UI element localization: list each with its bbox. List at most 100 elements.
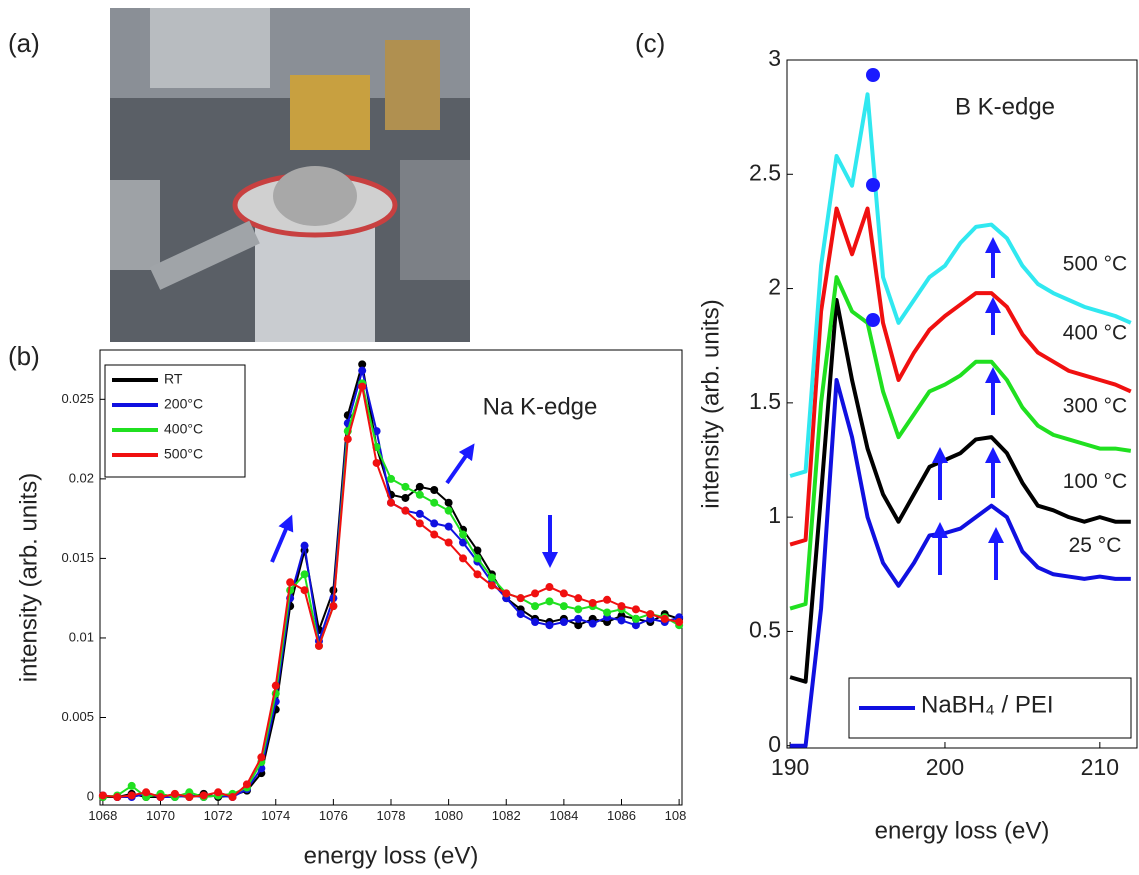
x-tick-label: 1078 bbox=[377, 808, 406, 823]
y-tick-label: 0.01 bbox=[69, 629, 94, 644]
data-point bbox=[401, 506, 410, 515]
data-point bbox=[170, 789, 179, 798]
peak-dots bbox=[866, 68, 880, 327]
plot-frame bbox=[786, 59, 1138, 749]
x-tick-label: 210 bbox=[1081, 754, 1119, 780]
data-point bbox=[631, 605, 640, 614]
data-point bbox=[444, 522, 453, 531]
data-point bbox=[574, 605, 583, 614]
data-point bbox=[300, 570, 309, 579]
data-point bbox=[487, 581, 496, 590]
y-tick-label: 1.5 bbox=[749, 388, 781, 414]
y-tick-label: 2 bbox=[768, 274, 781, 300]
photo bbox=[110, 8, 470, 342]
x-tick-label: 200 bbox=[926, 754, 964, 780]
arrows-b bbox=[270, 443, 558, 568]
data-point bbox=[415, 482, 424, 491]
data-point bbox=[98, 791, 107, 800]
data-point bbox=[329, 602, 338, 611]
y-tick-label: 1 bbox=[768, 502, 781, 528]
legend-label: 500°C bbox=[164, 446, 203, 462]
data-point bbox=[459, 530, 468, 539]
data-point bbox=[559, 602, 568, 611]
data-point bbox=[531, 602, 540, 611]
annotation: B K-edge bbox=[955, 93, 1055, 120]
panel-c: 190 200 210 0 0.5 1 1.5 2 2.5 3 energy loss (eV) in… bbox=[697, 45, 1138, 844]
data-point bbox=[113, 793, 122, 802]
data-point bbox=[473, 570, 482, 579]
legend-label: 200°C bbox=[164, 396, 203, 412]
y-axis-label: intensity (arb. units) bbox=[15, 473, 42, 682]
panel-label: (b) bbox=[8, 341, 40, 371]
y-tick-label: 3 bbox=[768, 45, 781, 71]
data-point bbox=[430, 519, 439, 528]
data-point bbox=[372, 458, 381, 467]
series-label: 25 °C bbox=[1069, 534, 1122, 557]
data-point bbox=[415, 490, 424, 499]
series-line bbox=[790, 378, 1131, 748]
data-point bbox=[444, 506, 453, 515]
data-point bbox=[559, 589, 568, 598]
data-point bbox=[487, 573, 496, 582]
data-point bbox=[127, 791, 136, 800]
data-point bbox=[401, 482, 410, 491]
legend-label: 400°C bbox=[164, 421, 203, 437]
x-tick-label: 1084 bbox=[549, 808, 578, 823]
y-axis-label: intensity (arb. units) bbox=[697, 299, 724, 508]
data-point bbox=[199, 791, 208, 800]
data-point bbox=[142, 788, 151, 797]
series-label: 100 °C bbox=[1063, 470, 1127, 493]
legend-box bbox=[104, 364, 246, 478]
data-point bbox=[574, 614, 583, 623]
data-point bbox=[358, 366, 367, 375]
data-point bbox=[444, 498, 453, 507]
data-point bbox=[271, 681, 280, 690]
x-tick-label: 1088 bbox=[665, 808, 694, 823]
data-point bbox=[516, 610, 525, 619]
data-point bbox=[459, 554, 468, 563]
y-tick-label: 0.5 bbox=[749, 617, 781, 643]
data-point bbox=[631, 621, 640, 630]
data-point bbox=[603, 595, 612, 604]
data-point bbox=[156, 793, 165, 802]
data-point bbox=[574, 594, 583, 603]
annotation: Na K-edge bbox=[483, 393, 598, 420]
arrows-c bbox=[932, 237, 1004, 580]
x-tick-label: 1070 bbox=[146, 808, 175, 823]
x-tick-label: 1068 bbox=[88, 808, 117, 823]
y-tick-label: 0.005 bbox=[61, 709, 94, 724]
panel-b: 1068 1070 1072 1074 1076 1078 1080 1082 1084 1086… bbox=[15, 349, 694, 869]
data-point bbox=[444, 538, 453, 547]
series-label: 500 °C bbox=[1063, 253, 1127, 276]
data-point bbox=[314, 641, 323, 650]
x-tick-label: 1074 bbox=[261, 808, 290, 823]
data-point bbox=[516, 594, 525, 603]
data-point bbox=[545, 597, 554, 606]
panel-label: (c) bbox=[635, 28, 665, 58]
data-point bbox=[473, 546, 482, 555]
data-point bbox=[502, 589, 511, 598]
data-point bbox=[387, 498, 395, 507]
data-point bbox=[430, 530, 439, 539]
data-point bbox=[300, 541, 309, 550]
data-point bbox=[415, 509, 424, 518]
data-point bbox=[617, 616, 626, 625]
data-point bbox=[531, 618, 540, 627]
y-tick-label: 0.025 bbox=[61, 391, 94, 406]
data-point bbox=[617, 602, 626, 611]
data-point bbox=[646, 610, 655, 619]
data-point bbox=[531, 589, 540, 598]
data-point bbox=[473, 554, 482, 563]
data-point bbox=[358, 382, 367, 391]
data-point bbox=[185, 793, 194, 802]
series-line bbox=[789, 92, 1132, 478]
y-tick-label: 0.015 bbox=[61, 550, 94, 565]
data-point bbox=[257, 753, 266, 762]
x-axis-label: energy loss (eV) bbox=[875, 817, 1050, 844]
series-line bbox=[789, 298, 1131, 684]
data-point bbox=[588, 619, 597, 628]
data-point bbox=[545, 621, 554, 630]
data-point bbox=[387, 474, 395, 483]
series-label: 300 °C bbox=[1063, 394, 1127, 417]
